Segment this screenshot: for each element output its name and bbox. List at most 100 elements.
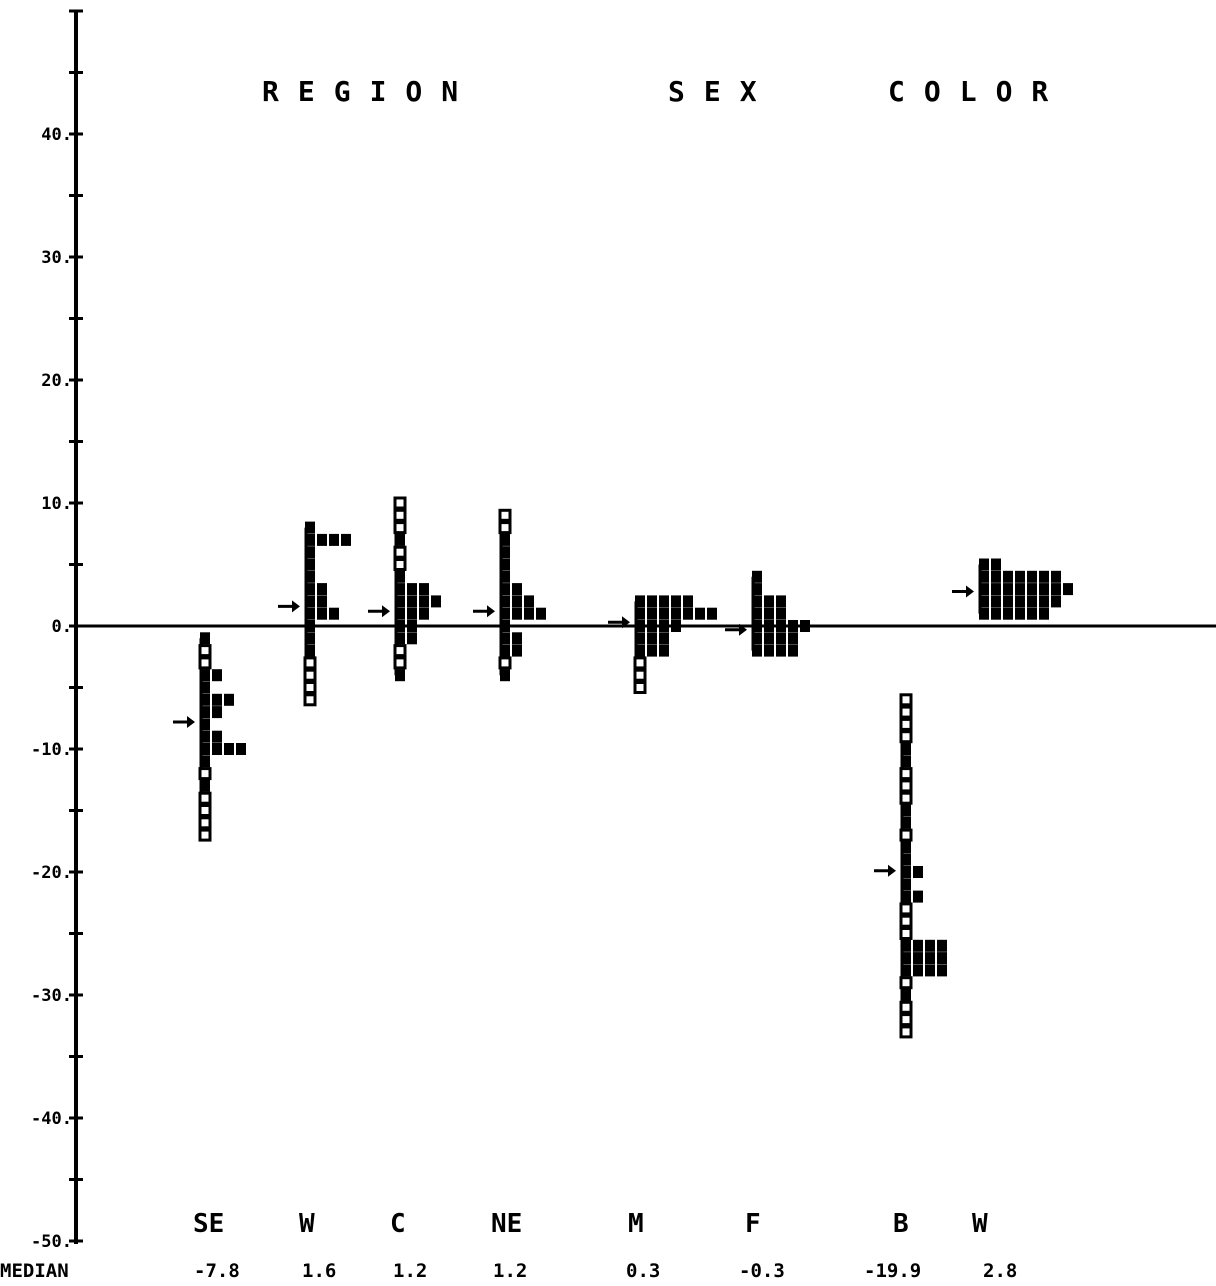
category-label: SE xyxy=(193,1209,224,1239)
y-tick-label: -10. xyxy=(31,740,72,760)
bin-cell xyxy=(901,804,911,817)
bin-cell xyxy=(752,595,762,608)
bin-cell xyxy=(647,607,657,620)
bin-marker xyxy=(393,545,407,559)
bin-cell xyxy=(635,632,645,645)
bin-cell xyxy=(752,570,762,583)
bin-cell xyxy=(407,583,417,596)
median-arrow-head xyxy=(966,585,974,598)
median-value: 1.2 xyxy=(393,1260,427,1282)
bin-cell xyxy=(512,595,522,608)
bin-cell xyxy=(913,866,923,878)
bin-cell xyxy=(991,607,1001,620)
bin-cell xyxy=(764,595,774,608)
bin-cell xyxy=(1063,583,1073,596)
bin-cell xyxy=(991,570,1001,583)
bin-cell xyxy=(659,620,669,632)
bin-cell xyxy=(200,779,210,792)
bin-cell xyxy=(695,607,705,620)
median-arrow-head xyxy=(739,623,747,636)
median-value: 1.2 xyxy=(493,1260,527,1282)
bin-cell xyxy=(305,620,315,632)
bin-cell xyxy=(200,632,210,645)
median-value: -0.3 xyxy=(739,1260,785,1282)
bin-cell xyxy=(901,866,911,878)
group-title: SEX xyxy=(668,75,776,108)
bin-cell xyxy=(671,620,681,632)
bin-marker xyxy=(899,927,913,940)
bin-cell xyxy=(788,644,798,657)
bin-cell xyxy=(1051,570,1061,583)
bin-cell xyxy=(1051,583,1061,596)
bin-cell xyxy=(1039,570,1049,583)
bin-marker xyxy=(198,656,212,670)
bin-cell xyxy=(395,570,405,583)
bin-cell xyxy=(913,952,923,965)
bin-cell xyxy=(683,607,693,620)
bin-cell xyxy=(431,595,441,608)
bin-marker xyxy=(393,508,407,522)
bin-cell xyxy=(305,583,315,596)
bin-cell xyxy=(1015,607,1025,620)
bin-cell xyxy=(937,964,947,977)
bin-cell xyxy=(776,620,786,632)
bin-cell xyxy=(212,669,222,682)
bin-cell xyxy=(536,607,546,620)
bin-cell xyxy=(764,632,774,645)
group-title: REGION xyxy=(262,75,477,108)
bin-cell xyxy=(1039,607,1049,620)
median-value: 0.3 xyxy=(626,1260,660,1282)
bin-cell xyxy=(407,632,417,645)
bin-cell xyxy=(937,939,947,952)
bin-cell xyxy=(200,706,210,719)
bin-cell xyxy=(512,583,522,596)
bin-marker xyxy=(899,1000,913,1014)
bin-marker xyxy=(198,828,212,842)
bin-cell xyxy=(500,558,510,571)
bin-cell xyxy=(659,644,669,657)
bin-marker xyxy=(393,496,407,510)
bin-marker xyxy=(393,644,407,658)
bin-marker xyxy=(498,521,512,535)
bin-cell xyxy=(1015,595,1025,608)
bin-marker xyxy=(899,914,913,928)
bin-cell xyxy=(305,533,315,546)
bin-cell xyxy=(979,595,989,608)
category-label: B xyxy=(893,1209,909,1239)
bin-cell xyxy=(407,607,417,620)
bin-cell xyxy=(979,583,989,596)
bin-cell xyxy=(1039,595,1049,608)
bin-marker xyxy=(899,717,913,731)
bin-cell xyxy=(659,607,669,620)
bin-marker xyxy=(899,705,913,719)
bin-cell xyxy=(1039,583,1049,596)
bin-cell xyxy=(305,607,315,620)
bin-cell xyxy=(1027,595,1037,608)
median-arrows xyxy=(173,585,974,877)
bin-cell xyxy=(913,964,923,977)
bin-marker xyxy=(899,902,913,916)
bin-cell xyxy=(500,607,510,620)
bin-cell xyxy=(764,644,774,657)
median-arrow-head xyxy=(292,600,300,613)
bin-marker xyxy=(303,656,317,670)
bin-cell xyxy=(395,669,405,682)
y-tick-label: -50. xyxy=(31,1232,72,1252)
bin-cell xyxy=(1003,583,1013,596)
group-title: COLOR xyxy=(888,75,1067,108)
bin-cell xyxy=(752,607,762,620)
bin-cell xyxy=(407,620,417,632)
bin-marker xyxy=(899,779,913,793)
bin-cell xyxy=(407,595,417,608)
bin-cell xyxy=(512,607,522,620)
bin-marker xyxy=(393,558,407,571)
bin-cell xyxy=(212,706,222,719)
bin-cell xyxy=(500,595,510,608)
bin-cell xyxy=(991,583,1001,596)
median-arrow-head xyxy=(487,605,495,618)
bin-cell xyxy=(317,583,327,596)
bin-cell xyxy=(683,595,693,608)
median-arrow-head xyxy=(622,616,630,629)
bin-cell xyxy=(1003,570,1013,583)
bin-cell xyxy=(500,644,510,657)
